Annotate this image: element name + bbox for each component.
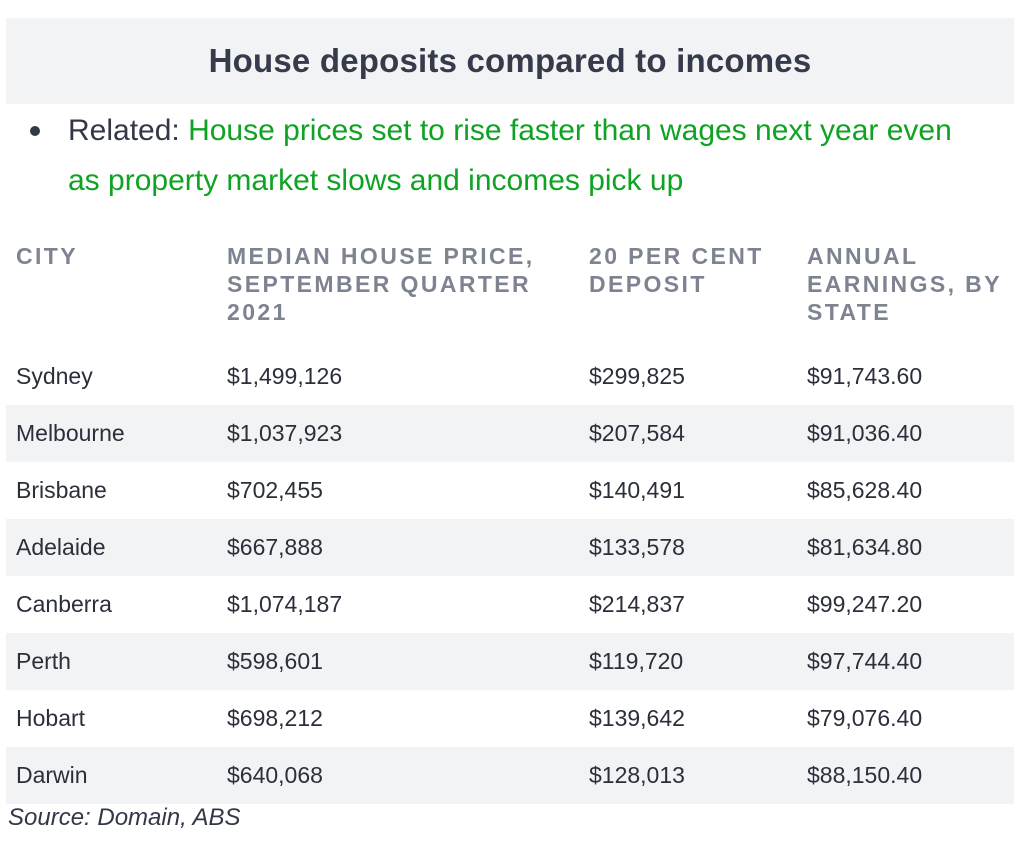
cell-deposit: $139,642 (589, 705, 685, 731)
cell-city: Hobart (16, 705, 86, 731)
source-caption: Source: Domain, ABS (8, 804, 241, 831)
cell-median-price: $667,888 (217, 519, 579, 576)
cell-median-price: $1,037,923 (217, 405, 579, 462)
cell-earnings: $88,150.40 (797, 747, 1014, 804)
table-row: Sydney $1,499,126 $299,825 $91,743.60 (6, 348, 1014, 405)
cell-median-price: $1,074,187 (227, 591, 343, 617)
cell-median-price: $640,068 (217, 747, 579, 804)
cell-earnings: $79,076.40 (807, 705, 923, 731)
cell-deposit: $128,013 (579, 747, 797, 804)
table-row: Perth $598,601 $119,720 $97,744.40 (6, 633, 1014, 690)
cell-deposit: $207,584 (579, 405, 797, 462)
page-title: House deposits compared to incomes (208, 42, 812, 79)
cell-median-price: $702,455 (227, 477, 323, 503)
table-row: Melbourne $1,037,923 $207,584 $91,036.40 (6, 405, 1014, 462)
cell-earnings: $81,634.80 (797, 519, 1014, 576)
cell-earnings: $91,036.40 (797, 405, 1014, 462)
related-prefix: Related: (68, 114, 189, 147)
title-bar: House deposits compared to incomes (6, 18, 1014, 104)
cell-city: Sydney (16, 363, 93, 389)
bullet-icon (30, 126, 40, 136)
cell-median-price: $598,601 (217, 633, 579, 690)
cell-deposit: $214,837 (589, 591, 685, 617)
cell-deposit: $133,578 (579, 519, 797, 576)
cell-city: Brisbane (16, 477, 107, 503)
cell-city: Darwin (6, 747, 217, 804)
table-row: Brisbane $702,455 $140,491 $85,628.40 (6, 462, 1014, 519)
cell-earnings: $97,744.40 (797, 633, 1014, 690)
cell-deposit: $299,825 (589, 363, 685, 389)
table-row: Adelaide $667,888 $133,578 $81,634.80 (6, 519, 1014, 576)
table-row: Hobart $698,212 $139,642 $79,076.40 (6, 690, 1014, 747)
cell-deposit: $119,720 (579, 633, 797, 690)
header-annual-earnings: ANNUAL EARNINGS, BY STATE (807, 243, 1002, 325)
table-header-row: CITY MEDIAN HOUSE PRICE, SEPTEMBER QUART… (6, 232, 1014, 348)
cell-city: Melbourne (6, 405, 217, 462)
table-row: Canberra $1,074,187 $214,837 $99,247.20 (6, 576, 1014, 633)
cell-city: Perth (6, 633, 217, 690)
deposits-table: CITY MEDIAN HOUSE PRICE, SEPTEMBER QUART… (6, 232, 1014, 804)
cell-earnings: $99,247.20 (807, 591, 923, 617)
header-deposit: 20 PER CENT DEPOSIT (589, 243, 764, 297)
header-city: CITY (16, 243, 78, 269)
table-row: Darwin $640,068 $128,013 $88,150.40 (6, 747, 1014, 804)
cell-median-price: $1,499,126 (227, 363, 343, 389)
cell-earnings: $85,628.40 (807, 477, 923, 503)
cell-median-price: $698,212 (227, 705, 323, 731)
cell-city: Canberra (16, 591, 112, 617)
cell-deposit: $140,491 (589, 477, 685, 503)
cell-earnings: $91,743.60 (807, 363, 923, 389)
related-list-item: Related: House prices set to rise faster… (30, 106, 990, 206)
related-text: Related: House prices set to rise faster… (68, 106, 990, 206)
related-article-link[interactable]: House prices set to rise faster than wag… (68, 114, 952, 197)
cell-city: Adelaide (6, 519, 217, 576)
header-median-house-price: MEDIAN HOUSE PRICE, SEPTEMBER QUARTER 20… (227, 243, 535, 325)
